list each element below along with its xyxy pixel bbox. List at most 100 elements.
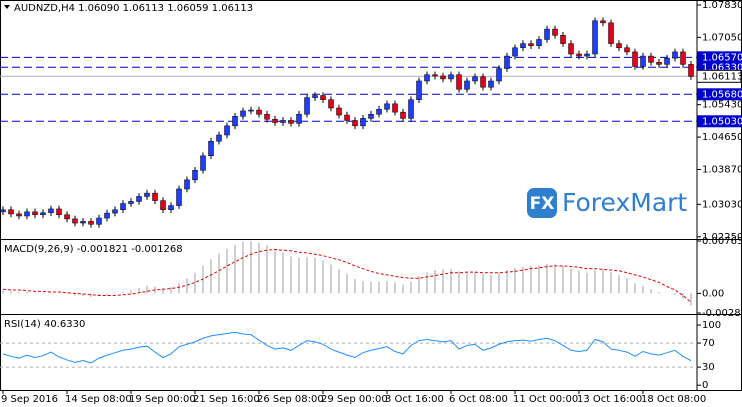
rsi-line [2,331,692,364]
x-tick-label: 6 Oct 08:00 [449,394,508,405]
level-label: 1.05030 [702,116,742,127]
menu-arrow [4,5,10,9]
candle-body [368,113,374,119]
candle-body [456,74,462,90]
candle-body [504,55,510,69]
candle-body [424,74,430,82]
candle-body [184,179,190,190]
candle-body [376,108,382,115]
candle-body [536,39,542,46]
candle-body [472,76,478,82]
y-tick-label: 1.07050 [702,32,742,43]
candle-body [96,217,102,225]
candle-body [480,76,486,88]
x-tick-label: 19 Sep 00:00 [129,394,196,405]
candle-body [528,43,534,46]
candle-body [560,35,566,44]
candle-body [392,103,398,113]
candle-body [104,212,110,219]
candle-body [240,110,246,117]
logo-mark: FX [530,194,555,214]
candle-body [320,95,326,100]
candle-body [600,20,606,24]
y-tick-label: 1.03870 [702,164,742,175]
y-tick-label: 100 [702,320,721,331]
candle-body [136,196,142,202]
candle-body [264,113,270,120]
candle-body [192,170,198,181]
candle-body [272,118,278,123]
candle-body [32,211,38,215]
candle-body [408,99,414,119]
candle-body [344,114,350,121]
y-tick-label: 0.00 [702,288,724,299]
candle-body [616,43,622,49]
candle-body [304,97,310,115]
candle-body [200,155,206,171]
chart-title: AUDNZD,H4 1.06090 1.06113 1.06059 1.0611… [14,3,253,14]
candle-body [16,213,22,217]
candle-body [640,55,646,67]
candle-body [152,192,158,201]
candle-body [352,120,358,127]
candle-body [208,140,214,157]
candle-body [552,28,558,36]
current-price-bg [696,69,742,83]
candle-body [584,53,590,57]
candle-body [120,203,126,211]
y-tick-label: 1.02250 [702,232,742,243]
candle-body [40,212,46,215]
level-label-bg [697,51,742,64]
level-label: 1.05680 [702,89,742,100]
y-tick-label: 1.04650 [702,132,742,143]
x-tick-label: 9 Sep 2016 [1,394,58,405]
candle-body [648,55,654,63]
y-tick-label: 1.05430 [702,100,742,111]
y-tick-label: 1.07830 [702,0,742,11]
candle-body [128,201,134,204]
macd-title: MACD(9,26,9) -0.001821 -0.001268 [4,244,183,255]
candle-body [8,209,14,215]
candle-body [328,99,334,109]
candle-body [496,68,502,82]
candle-body [664,57,670,65]
rsi-title: RSI(14) 40.6330 [4,319,85,330]
candle-body [288,120,294,124]
candle-body [544,28,550,40]
candle-body [112,209,118,214]
candle-body [360,118,366,127]
candle-body [160,200,166,211]
x-tick-label: 3 Oct 16:00 [385,394,444,405]
candle-body [176,188,182,206]
candle-body [296,113,302,124]
level-label-bg [697,88,742,101]
candle-body [568,43,574,55]
y-tick-label: -0.002860 [702,308,742,319]
candle-body [224,125,230,136]
candle-body [632,51,638,67]
x-tick-label: 29 Sep 00:00 [321,394,388,405]
candle-body [656,62,662,65]
candle-body [432,74,438,77]
candle-body [256,109,262,115]
candle-body [464,80,470,90]
logo: FX ForexMart [527,188,687,218]
candle-body [144,192,150,197]
x-tick-label: 13 Oct 16:00 [577,394,642,405]
candle-body [440,75,446,80]
level-label: 1.06570 [702,52,742,63]
candle-body [680,51,686,65]
candle-body [416,80,422,100]
y-tick-label: 70 [702,338,715,349]
candle-body [80,221,86,224]
candle-body [56,208,62,215]
level-label-bg [697,115,742,128]
current-price-label: 1.06113 [702,71,742,82]
candle-body [64,214,70,220]
candle-body [216,134,222,142]
candle-body [624,47,630,53]
candle-body [488,80,494,88]
candle-body [400,111,406,119]
x-tick-label: 11 Oct 00:00 [513,394,578,405]
candle-body [232,116,238,127]
